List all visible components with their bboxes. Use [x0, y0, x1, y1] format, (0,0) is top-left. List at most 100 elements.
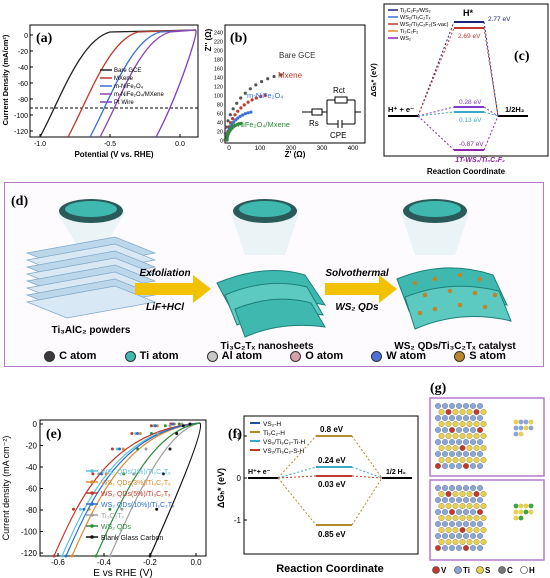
g-atom	[435, 439, 441, 445]
g-atom	[470, 403, 476, 409]
e-curve	[71, 422, 201, 557]
g-atom	[480, 457, 487, 463]
g-atom	[456, 545, 462, 551]
panel-c: (c) H* Ti₃C₂F₂/WS₂ WS₂/Ti₃C₂Tₓ WS₂/Ti₃C₂F₂…	[368, 0, 550, 178]
atom-swatch-icon	[371, 350, 383, 362]
g-atom	[473, 433, 480, 439]
g-cluster-atom	[523, 419, 529, 425]
ws2-qd-dot	[492, 292, 498, 298]
g-atom	[456, 451, 462, 457]
g-atom	[456, 533, 462, 539]
e-ytick-label: -40	[25, 463, 37, 472]
e-ytick-label: 0	[33, 420, 38, 429]
g-atom	[466, 503, 473, 509]
g-atom	[452, 539, 459, 545]
g-atom	[435, 485, 441, 491]
panel-b-label: (b)	[230, 31, 247, 46]
ws2-qd-dot	[447, 288, 453, 294]
g-atom	[473, 409, 480, 415]
g-atom	[449, 403, 455, 409]
g-cluster-atom	[523, 425, 529, 431]
a-xtick-label: -0.5	[104, 141, 116, 148]
e-marker	[136, 447, 140, 451]
b-ytick-label: 40	[217, 121, 223, 127]
g-atom	[480, 515, 487, 521]
e-legend-marker	[90, 469, 94, 473]
g-atom	[445, 445, 452, 451]
b-data-point	[263, 93, 267, 97]
g-atom	[456, 497, 462, 503]
g-atom	[449, 545, 455, 551]
g-atom	[463, 521, 469, 527]
atom-legend-item: O atom	[290, 350, 343, 362]
atom-legend-item: Ti atom	[124, 350, 178, 362]
g-atom	[466, 421, 473, 427]
f-legend-item: VS₂-H	[263, 421, 281, 428]
g-atom	[473, 421, 480, 427]
g-atom	[449, 533, 455, 539]
g-atom	[470, 509, 476, 515]
g-atom	[459, 491, 466, 497]
e-xtick-label: 0.0	[190, 558, 202, 567]
b-data-point	[239, 96, 243, 100]
panel-e-xlabel: E vs RHE (V)	[93, 568, 152, 578]
g-atom	[459, 445, 466, 451]
g-atom	[449, 439, 455, 445]
g-atom	[438, 433, 445, 439]
g-legend-item: V	[441, 566, 447, 575]
a-curve	[39, 29, 197, 138]
g-atom	[442, 403, 448, 409]
b-data-point	[236, 109, 240, 113]
f-ytick-label: -1	[234, 516, 242, 525]
g-legend-swatch-icon	[520, 566, 528, 574]
g-atom	[463, 415, 469, 421]
value-c-1: 2.69 eV	[458, 33, 481, 40]
b-xtick-label: 100	[255, 145, 266, 152]
g-atom	[435, 545, 441, 551]
a-xtick-label: 0.0	[175, 141, 185, 148]
ws2-qd-dot	[472, 290, 478, 296]
g-cluster-atom	[513, 515, 519, 521]
g-legend-item: Ti	[463, 566, 470, 575]
g-legend-swatch-icon	[476, 566, 484, 574]
e-ytick-label: -100	[21, 528, 38, 537]
e-series	[108, 422, 201, 558]
c-legend-item: Ti₃C₂F₂/WS₂	[400, 8, 431, 14]
e-marker	[78, 507, 82, 511]
annotation-c: 1T-WS₂/Ti₃C₂F₂	[455, 157, 505, 164]
g-atom	[456, 427, 462, 433]
g-atom	[466, 457, 473, 463]
ws2-qd-dot	[457, 272, 463, 278]
e-marker	[181, 424, 185, 428]
g-atom	[480, 539, 487, 545]
g-atom	[466, 491, 473, 497]
e-legend-marker	[90, 513, 94, 517]
e-marker	[136, 432, 139, 435]
g-atom	[473, 527, 480, 533]
g-atom	[435, 451, 441, 457]
g-atom	[435, 521, 441, 527]
g-atom	[442, 427, 448, 433]
e-curve	[95, 422, 201, 557]
panel-f-label: (f)	[228, 427, 242, 442]
g-atom	[435, 427, 441, 433]
g-atom	[463, 427, 469, 433]
g-atom	[463, 451, 469, 457]
a-ytick-label: -20	[18, 49, 28, 56]
b-data-point	[238, 114, 242, 118]
circuit-cpe: CPE	[330, 131, 346, 140]
g-atom	[470, 463, 476, 469]
g-atom	[452, 433, 459, 439]
g-atom	[442, 463, 448, 469]
g-atom	[477, 545, 483, 551]
g-atom	[477, 521, 483, 527]
g-atom	[445, 503, 452, 509]
e-series	[148, 422, 202, 558]
atom-legend-item: C atom	[44, 350, 96, 362]
atom-swatch-icon	[44, 350, 56, 362]
step1-bottom: LiF+HCl	[146, 302, 184, 313]
e-marker	[110, 447, 114, 451]
panel-g: (g) V Ti S C H	[424, 376, 550, 578]
e-legend-item: WS₂ QDs(1%)/Ti₃C₂Tₓ	[101, 469, 171, 476]
ws2-qd-dot	[432, 306, 438, 312]
